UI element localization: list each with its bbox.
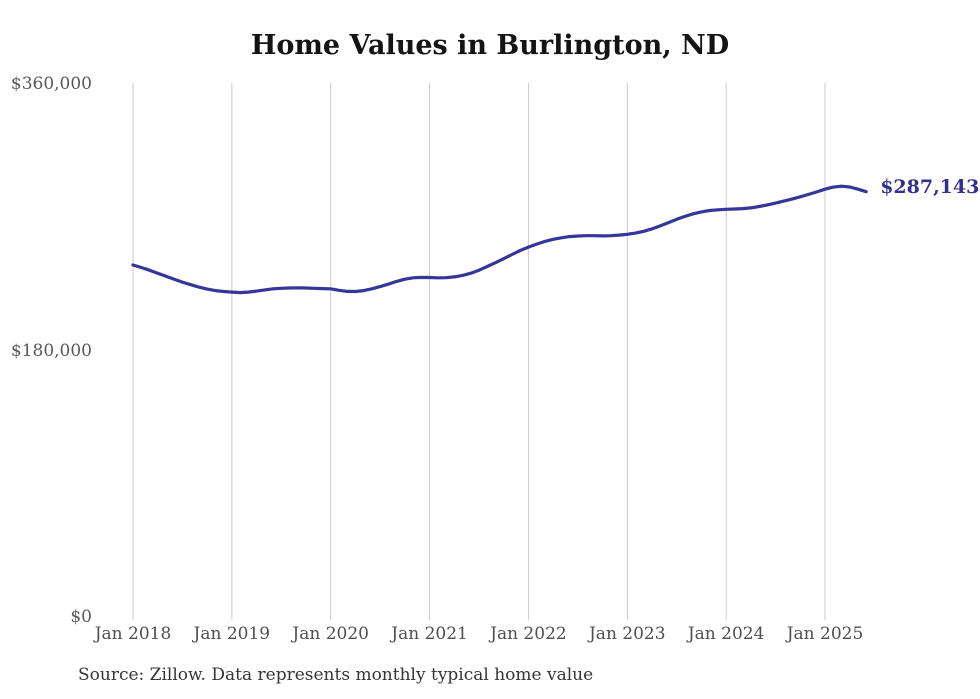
xtick-jan-2018: Jan 2018 [94, 624, 172, 644]
xtick-jan-2020: Jan 2020 [292, 624, 369, 644]
ytick-360000: $360,000 [10, 74, 92, 94]
xtick-jan-2023: Jan 2023 [588, 624, 666, 644]
xtick-jan-2025: Jan 2025 [786, 624, 864, 644]
xtick-jan-2022: Jan 2022 [490, 624, 567, 644]
xtick-jan-2021: Jan 2021 [391, 624, 468, 644]
value-line [131, 184, 868, 295]
xtick-jan-2019: Jan 2019 [193, 624, 271, 644]
source-note: Source: Zillow. Data represents monthly … [78, 665, 594, 685]
xtick-jan-2024: Jan 2024 [687, 624, 765, 644]
ytick-0: $0 [70, 607, 92, 627]
ytick-180000: $180,000 [10, 341, 92, 361]
last-value-label: $287,143 [880, 175, 980, 198]
chart-title: Home Values in Burlington, ND [250, 30, 730, 61]
